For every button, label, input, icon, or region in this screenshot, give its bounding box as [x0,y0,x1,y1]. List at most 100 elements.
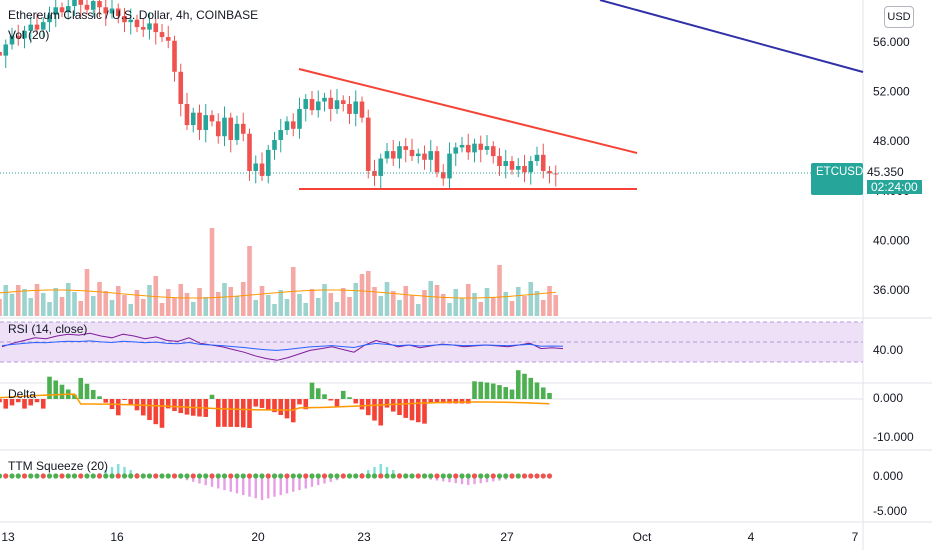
volume-bar [522,296,527,316]
delta-pane-title[interactable]: Delta [8,387,36,401]
ttm-squeeze-dot [140,473,146,479]
ttm-squeeze-dot [328,473,334,479]
ttm-histogram-bar [473,476,476,485]
delta-bar [222,399,227,427]
ttm-squeeze-dot [546,473,553,479]
delta-bar [165,399,171,409]
candle-body [53,7,59,15]
delta-bar [297,399,302,405]
currency-button[interactable]: USD [884,6,914,28]
ttm-histogram-bar [267,476,270,499]
delta-bar [9,399,15,406]
ttm-squeeze-dot [340,473,346,479]
volume-bar [84,269,90,316]
ttm-squeeze-dot [359,473,365,479]
ttm-histogram-bar [385,467,389,476]
volume-bar [253,300,259,316]
ttm-pane-title[interactable]: TTM Squeeze (20) [8,459,108,473]
ttm-squeeze-dot [215,473,221,479]
delta-bar [253,399,259,407]
ttm-squeeze-dot [309,473,315,479]
delta-bar [240,399,246,428]
ttm-squeeze-dot [378,473,384,479]
delta-bar [428,399,434,403]
candle-body [378,158,384,176]
candle-body [222,117,227,137]
candle-body [303,99,309,109]
delta-bar [115,399,121,416]
ttm-squeeze-dot [15,473,21,479]
ttm-squeeze-dot [259,473,265,479]
volume-bar [147,285,152,316]
ttm-squeeze-dot [21,473,28,479]
volume-bar [390,291,396,316]
candle-body [28,24,34,31]
candle-body [365,117,371,171]
volume-bar [284,299,290,316]
ttm-squeeze-dot [346,473,353,479]
volume-bar [172,298,177,316]
delta-bar [509,389,515,399]
volume-bar [553,295,559,316]
delta-bar [347,397,352,399]
delta-bar [397,399,402,415]
candle-body [109,8,115,14]
ttm-histogram-bar [460,476,464,485]
candle-body [197,112,202,131]
volume-bar [122,295,127,316]
volume-bar [397,300,402,316]
ttm-squeeze-dot [434,473,440,479]
ttm-squeeze-dot [209,473,215,479]
candle-body [422,153,427,160]
ttm-squeeze-dot [296,473,303,479]
delta-tick-label: 0.000 [873,391,903,405]
candle-body [490,146,496,157]
candle-body [165,37,171,41]
volume-bar [334,302,340,316]
ttm-tick-label: 0.000 [873,469,903,483]
time-axis-label: 20 [251,530,265,544]
delta-bar [159,399,165,428]
ttm-histogram-bar [329,476,332,482]
candle-body [115,8,121,16]
rsi-pane-title[interactable]: RSI (14, close) [8,322,87,336]
ttm-squeeze-dot [109,473,115,479]
delta-bar [59,384,65,399]
candle-body [259,163,265,176]
candle-body [234,123,240,140]
delta-bar [440,399,446,404]
volume-indicator-label[interactable]: Vol (20) [8,28,49,42]
volume-bar [503,292,509,316]
ttm-histogram-bar [117,464,120,476]
volume-bar [328,293,334,316]
volume-bar [72,292,77,316]
volume-bar [547,286,552,316]
ttm-squeeze-dot [78,473,84,479]
delta-bar [215,399,221,427]
delta-bar [403,399,409,418]
time-axis-label: 4 [748,530,755,544]
ttm-squeeze-dot [496,473,503,479]
candle-body [0,51,2,56]
ttm-squeeze-dot [234,473,240,479]
ttm-squeeze-dot [284,473,290,479]
delta-bar [465,399,471,404]
ttm-histogram-bar [198,476,201,484]
rsi-tick-label: 40.00 [873,343,903,357]
delta-bar [384,399,390,408]
ttm-histogram-bar [485,476,489,483]
volume-bar [159,303,165,316]
ttm-squeeze-dot [190,473,196,479]
ttm-squeeze-dot [84,473,90,479]
candle-body [390,151,396,159]
candle-body [122,15,127,23]
candle-body [465,144,471,153]
symbol-title[interactable]: Ethereum Classic / U.S. Dollar, 4h, COIN… [8,8,258,22]
ttm-histogram-bar [123,467,126,476]
ttm-histogram-bar [323,476,326,484]
volume-bar [184,293,190,316]
ttm-squeeze-dot [159,473,165,479]
delta-bar [147,399,152,421]
price-tick-label: 40.000 [873,233,910,247]
